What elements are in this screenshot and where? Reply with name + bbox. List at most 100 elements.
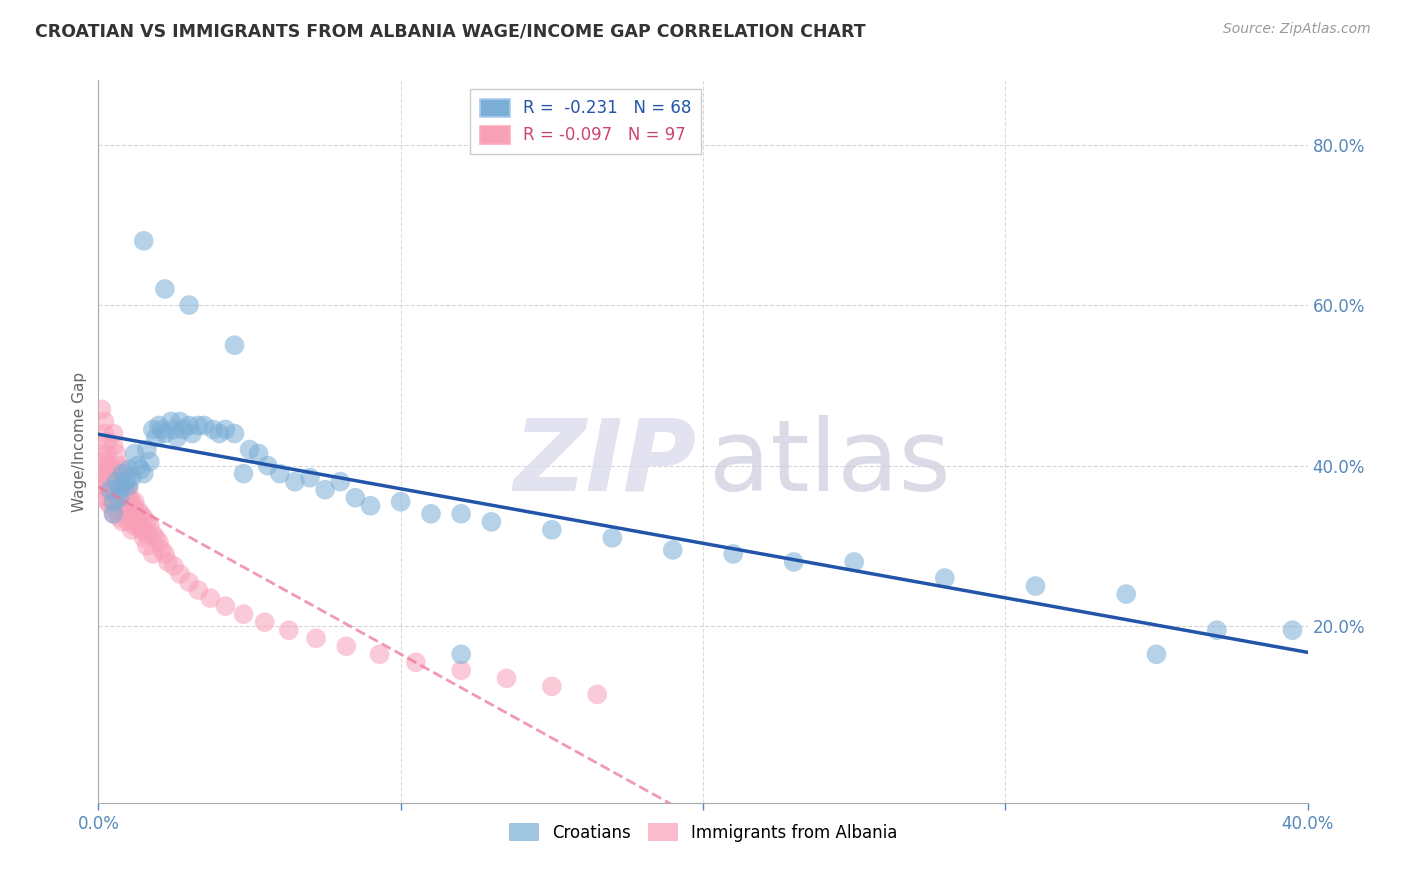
Point [129,462,152,476]
Point [239,442,262,457]
Point [150,422,173,436]
Y-axis label: Wage/Income Gap: Wage/Income Gap [72,371,87,512]
Point [169,567,191,582]
Point [127,502,149,516]
Point [247,446,270,460]
Point [100,458,122,473]
Point [103,507,125,521]
Point [118,478,141,492]
Point [481,515,503,529]
Point [405,655,427,669]
Point [934,571,956,585]
Point [602,531,624,545]
Point [389,494,412,508]
Point [108,499,131,513]
Point [105,478,128,492]
Point [118,515,141,529]
Point [224,338,246,352]
Point [495,671,517,685]
Point [105,475,128,489]
Point [114,494,136,508]
Point [96,494,118,508]
Point [129,507,152,521]
Point [368,648,391,662]
Point [150,542,173,557]
Point [232,467,254,481]
Point [121,494,143,508]
Point [111,491,134,505]
Point [135,539,157,553]
Point [93,426,115,441]
Point [96,458,118,473]
Point [166,430,188,444]
Point [269,467,291,481]
Point [329,475,352,489]
Point [586,687,609,701]
Point [100,487,122,501]
Point [129,523,152,537]
Point [148,418,170,433]
Point [114,487,136,501]
Point [124,446,146,460]
Point [139,518,162,533]
Point [124,494,146,508]
Point [450,664,472,678]
Point [103,438,125,452]
Point [127,458,149,473]
Point [450,648,472,662]
Point [103,507,125,521]
Point [132,523,155,537]
Point [96,483,118,497]
Point [96,470,118,484]
Point [135,526,157,541]
Point [277,623,299,637]
Point [1144,648,1167,662]
Point [187,418,209,433]
Point [202,422,225,436]
Point [305,632,328,646]
Text: Source: ZipAtlas.com: Source: ZipAtlas.com [1223,22,1371,37]
Point [127,515,149,529]
Point [179,298,201,312]
Point [299,470,322,484]
Legend: Croatians, Immigrants from Albania: Croatians, Immigrants from Albania [502,817,904,848]
Point [96,446,118,460]
Point [100,475,122,489]
Point [1115,587,1137,601]
Point [142,547,165,561]
Point [1206,623,1229,637]
Point [187,583,209,598]
Point [111,478,134,492]
Point [214,422,236,436]
Point [96,434,118,449]
Point [256,458,278,473]
Point [139,454,162,469]
Point [114,475,136,489]
Point [181,426,204,441]
Point [135,515,157,529]
Point [156,555,179,569]
Point [153,547,176,561]
Point [540,680,562,694]
Point [132,531,155,545]
Point [103,426,125,441]
Point [90,478,112,492]
Point [93,491,115,505]
Point [335,639,357,653]
Point [124,518,146,533]
Point [450,507,472,521]
Point [100,462,122,476]
Point [111,467,134,481]
Point [111,515,134,529]
Point [90,462,112,476]
Point [114,507,136,521]
Point [224,426,246,441]
Point [111,502,134,516]
Point [121,499,143,513]
Point [208,426,231,441]
Point [132,234,155,248]
Point [661,542,683,557]
Point [145,531,167,545]
Point [90,402,112,417]
Point [179,418,201,433]
